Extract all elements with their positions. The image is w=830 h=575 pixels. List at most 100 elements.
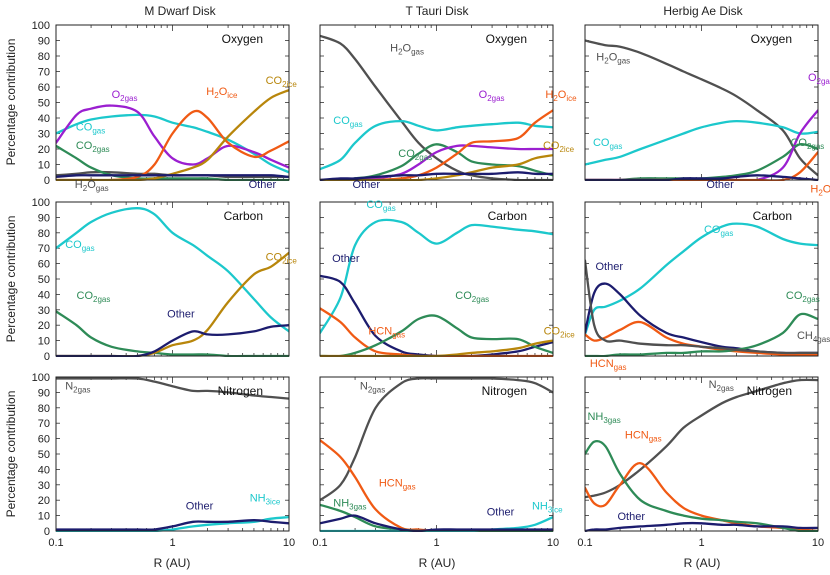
series-label-other: Other: [706, 179, 734, 191]
y-tick-label: 60: [38, 259, 50, 271]
series-label-hcn-gas: HCNgas: [368, 325, 405, 339]
y-tick-label: 50: [38, 449, 50, 461]
series-label-co2-gas: CO2gas: [398, 148, 432, 162]
plot-frame: [55, 376, 290, 532]
y-tick-label: 80: [38, 403, 50, 415]
y-tick-label: 100: [32, 372, 50, 384]
series-lines: [56, 207, 289, 357]
panel-m-dwarf-nitrogen: 0 10 20 30 40 50 60 70 80 90 100 0.1 1 10 Nitrogen N2ga…: [32, 372, 295, 549]
y-tick-label: 100: [32, 197, 50, 209]
series-line-nh3-gas: [585, 439, 818, 532]
x-axis-title-m-dwarf: R (AU): [154, 556, 191, 570]
y-tick-label: 50: [38, 98, 50, 110]
series-line-o2-gas: [56, 104, 289, 169]
series-label-other: Other: [487, 507, 515, 519]
series-line-n2-gas: [585, 378, 818, 499]
y-tick-label: 70: [38, 67, 50, 79]
series-label-nh3-gas: NH3gas: [333, 497, 366, 511]
y-tick-label: 90: [38, 36, 50, 48]
y-tick-label: 0: [44, 175, 50, 187]
x-tick-label: 1: [433, 537, 439, 549]
series-label-co2-gas: CO2gas: [790, 137, 824, 151]
series-label-other: Other: [595, 261, 623, 273]
element-label: Oxygen: [486, 32, 527, 46]
series-line-n2-gas: [320, 377, 553, 502]
y-tick-label: 40: [38, 464, 50, 476]
series-label-h2o-ice: H2Oice: [545, 89, 577, 103]
y-tick-label: 30: [38, 480, 50, 492]
y-tick-label: 10: [38, 336, 50, 348]
y-tick-label: 100: [32, 20, 50, 32]
series-label-n2-gas: N2gas: [360, 380, 385, 394]
y-tick-label: 20: [38, 495, 50, 507]
y-tick-label: 30: [38, 305, 50, 317]
series-label-hcn-gas: HCNgas: [590, 358, 627, 372]
plot-frame: [584, 201, 819, 357]
y-axis-title-oxygen-row: Percentage contribution: [4, 39, 18, 166]
x-axis-title-t-tauri: R (AU): [419, 556, 456, 570]
panel-m-dwarf-carbon: 0 10 20 30 40 50 60 70 80 90 100 Carbon COgas CO2ice C…: [32, 197, 298, 363]
column-title-herbig-ae: Herbig Ae Disk: [663, 4, 743, 18]
x-axis-titles: R (AU) R (AU) R (AU): [154, 556, 721, 570]
column-titles: M Dwarf Disk T Tauri Disk Herbig Ae Disk: [144, 4, 743, 18]
y-tick-label: 10: [38, 160, 50, 172]
y-tick-label: 80: [38, 51, 50, 63]
plot-frame: [55, 24, 290, 181]
series-line-other: [56, 174, 289, 179]
y-tick-label: 50: [38, 274, 50, 286]
series-line-co-gas: [320, 218, 553, 335]
series-label-other: Other: [332, 253, 360, 265]
series-label-o2-gas: O2gas: [808, 72, 830, 86]
series-label-n2-gas: N2gas: [709, 379, 734, 393]
series-label-co2-gas: CO2gas: [77, 290, 111, 304]
element-label: Carbon: [753, 209, 792, 223]
plot-frame: [584, 376, 819, 532]
panel-t-tauri-oxygen: Oxygen H2Ogas O2gas H2Oice COgas CO2gas CO2ice…: [319, 24, 577, 191]
series-lines: [320, 218, 553, 357]
panel-t-tauri-nitrogen: 0.1 1 10 Nitrogen N2gas HCNgas NH3gas Other NH3i…: [312, 376, 563, 549]
series-line-co-gas: [56, 113, 289, 174]
y-tick-label: 70: [38, 243, 50, 255]
y-axis-title-nitrogen-row: Percentage contribution: [4, 391, 18, 518]
series-label-co-gas: COgas: [76, 121, 105, 135]
element-label: Carbon: [488, 209, 527, 223]
series-line-co-gas: [320, 119, 553, 171]
series-lines: [585, 222, 818, 357]
x-tick-label: 0.1: [577, 537, 592, 549]
column-title-m-dwarf: M Dwarf Disk: [144, 4, 216, 18]
y-tick-label: 0: [44, 351, 50, 363]
element-label: Nitrogen: [482, 384, 527, 398]
series-label-co-gas: COgas: [704, 224, 733, 238]
y-tick-label: 40: [38, 289, 50, 301]
x-tick-label: 0.1: [48, 537, 63, 549]
series-line-co2-gas: [320, 314, 553, 357]
series-label-other: Other: [249, 179, 277, 191]
y-tick-label: 30: [38, 129, 50, 141]
series-label-co2-ice: CO2ice: [266, 252, 298, 266]
series-line-co-gas: [56, 207, 289, 333]
plot-frame: [584, 24, 819, 181]
series-line-other: [585, 521, 818, 532]
series-label-co2-ice: CO2ice: [543, 140, 575, 154]
y-tick-label: 20: [38, 320, 50, 332]
y-tick-label: 20: [38, 144, 50, 156]
element-label: Oxygen: [222, 32, 263, 46]
series-line-hcn-gas: [585, 320, 818, 356]
series-label-co2-gas: CO2gas: [76, 140, 110, 154]
panel-grid: 0102030405060708090100OxygenO2gasH2OiceC…: [32, 20, 830, 549]
y-tick-label: 70: [38, 418, 50, 430]
y-tick-label: 80: [38, 228, 50, 240]
y-tick-label: 60: [38, 82, 50, 94]
y-tick-label: 90: [38, 212, 50, 224]
panel-herbig-ae-nitrogen: 0.1 1 10 Nitrogen N2gas NH3gas HCNgas Other: [577, 376, 824, 549]
y-axis-title-carbon-row: Percentage contribution: [4, 216, 18, 343]
series-lines: [56, 377, 289, 532]
series-label-co-gas: COgas: [593, 137, 622, 151]
series-label-co-gas: COgas: [65, 239, 94, 253]
x-tick-label: 10: [812, 537, 824, 549]
series-line-h2o-gas: [320, 34, 553, 181]
series-lines: [56, 88, 289, 181]
series-label-other: Other: [167, 309, 195, 321]
series-label-co2-ice: CO2ice: [266, 75, 298, 89]
